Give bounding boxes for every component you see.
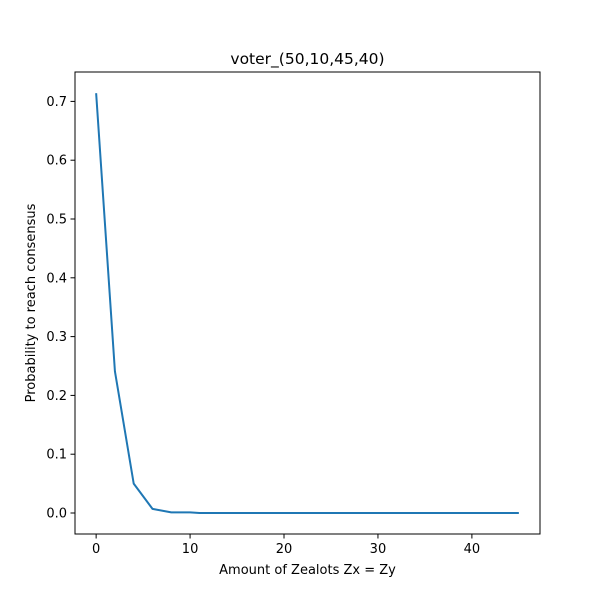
x-tick-label: 0 [92, 542, 100, 557]
y-tick-label: 0.7 [46, 95, 67, 110]
y-tick-label: 0.1 [46, 448, 67, 463]
x-tick-label: 10 [182, 542, 199, 557]
x-tick-label: 30 [370, 542, 387, 557]
series-line-0 [95, 93, 519, 515]
y-tick-label: 0.6 [46, 154, 67, 169]
x-tick-label: 20 [276, 542, 293, 557]
y-tick-label: 0.0 [46, 507, 67, 522]
y-tick-label: 0.5 [46, 213, 67, 228]
x-axis-label: Amount of Zealots Zx = Zy [219, 563, 396, 578]
y-axis-label: Probability to reach consensus [24, 203, 39, 402]
axes-frame [74, 71, 541, 535]
y-tick-label: 0.4 [46, 271, 67, 286]
chart-title: voter_(50,10,45,40) [230, 50, 384, 69]
plot-area: 0 10 20 30 40 0.0 0.1 0.2 0.3 0.4 0.5 0.6 0.7 [46, 71, 541, 557]
y-tick-label: 0.2 [46, 389, 67, 404]
y-tick-label: 0.3 [46, 330, 67, 345]
x-tick-label: 40 [464, 542, 481, 557]
